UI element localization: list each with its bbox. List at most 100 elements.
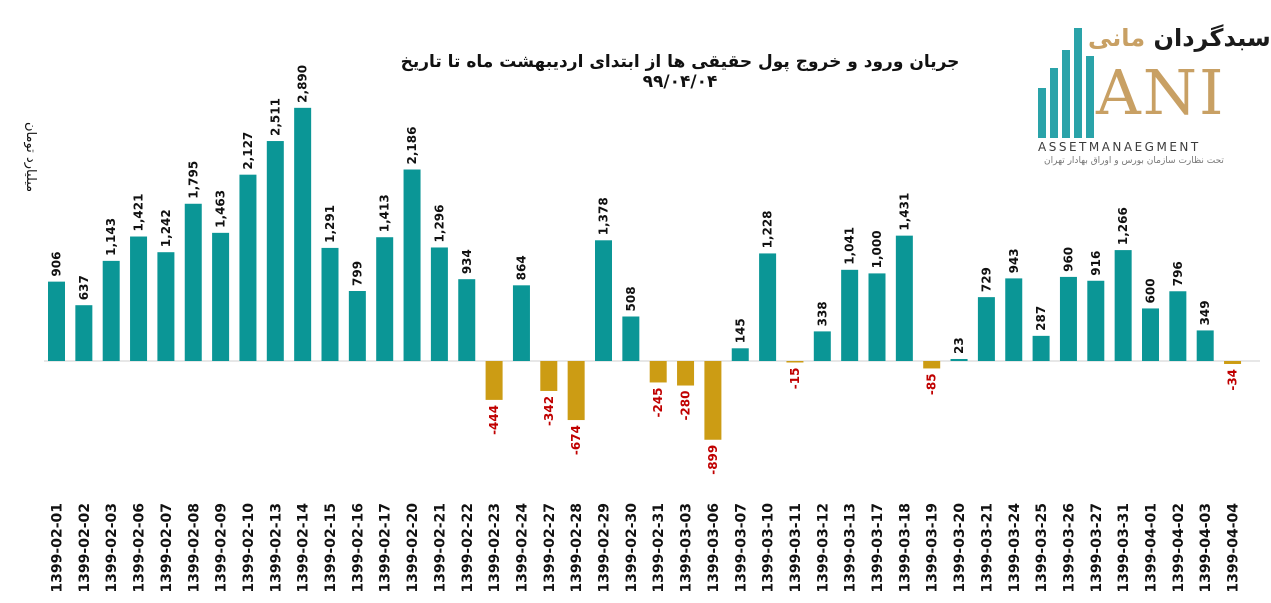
data-label-1399-04-04: -34	[1226, 369, 1240, 391]
data-label-1399-02-13: 2,511	[268, 98, 282, 136]
bar-1399-02-24	[512, 285, 530, 361]
x-tick-label-1399-02-02: 1399-02-02	[77, 503, 93, 593]
bar-1399-03-31	[1114, 250, 1132, 361]
data-label-1399-02-21: 1,296	[432, 205, 446, 243]
bar-1399-03-10	[759, 253, 777, 361]
bar-1399-02-02	[75, 305, 93, 361]
data-label-1399-02-20: 2,186	[405, 127, 419, 165]
bar-1399-04-04	[1224, 361, 1242, 364]
data-label-1399-02-30: 508	[624, 286, 638, 311]
x-tick-label-1399-02-28: 1399-02-28	[569, 503, 585, 593]
bar-1399-02-31	[649, 361, 667, 383]
company-logo: سبدگردان مانی ANI ASSETMANAEGMENT تحت نظ…	[1030, 18, 1271, 173]
data-label-1399-03-21: 729	[979, 267, 993, 292]
bar-1399-03-24	[1005, 278, 1023, 361]
data-label-1399-02-07: 1,242	[159, 209, 173, 247]
data-label-1399-02-08: 1,795	[186, 161, 200, 199]
x-tick-label-1399-03-20: 1399-03-20	[952, 503, 968, 593]
bar-1399-04-01	[1142, 308, 1159, 361]
x-tick-label-1399-04-03: 1399-04-03	[1198, 503, 1214, 593]
bar-1399-03-26	[1059, 276, 1077, 361]
x-tick-label-1399-03-10: 1399-03-10	[761, 503, 777, 593]
bar-1399-04-02	[1169, 291, 1187, 361]
x-tick-label-1399-02-31: 1399-02-31	[651, 503, 667, 593]
data-label-1399-02-15: 1,291	[323, 205, 337, 243]
logo-ani-text: ANI	[1096, 56, 1226, 129]
x-tick-label-1399-03-03: 1399-03-03	[679, 503, 695, 593]
bar-1399-02-27	[540, 361, 558, 391]
logo-bars-icon	[1038, 28, 1094, 138]
x-tick-label-1399-02-24: 1399-02-24	[514, 503, 530, 593]
bar-1399-03-06	[704, 361, 722, 440]
x-tick-label-1399-02-03: 1399-02-03	[104, 503, 120, 593]
x-tick-label-1399-03-24: 1399-03-24	[1007, 503, 1023, 593]
chart-title: جریان ورود و خروج پول حقیقی ها از ابتدای…	[400, 52, 960, 92]
x-tick-label-1399-03-27: 1399-03-27	[1089, 503, 1105, 593]
bar-1399-03-25	[1032, 335, 1050, 361]
x-tick-label-1399-03-11: 1399-03-11	[788, 503, 804, 593]
bar-1399-02-16	[348, 291, 366, 361]
logo-name-gold: مانی	[1088, 24, 1146, 52]
x-tick-label-1399-02-07: 1399-02-07	[159, 503, 175, 593]
data-label-1399-02-27: -342	[542, 396, 556, 426]
bar-1399-03-12	[813, 331, 831, 361]
logo-persian-name: سبدگردان مانی	[1088, 24, 1271, 52]
logo-persian-subtitle: تحت نظارت سازمان بورس و اوراق بهادار تهر…	[1044, 156, 1224, 166]
bar-1399-02-30	[622, 316, 640, 361]
x-tick-label-1399-03-25: 1399-03-25	[1034, 503, 1050, 593]
x-tick-label-1399-02-14: 1399-02-14	[296, 503, 312, 593]
data-label-1399-03-26: 960	[1061, 247, 1075, 272]
data-label-1399-03-17: 1,000	[870, 230, 884, 268]
bar-1399-04-03	[1196, 330, 1214, 361]
data-label-1399-03-11: -15	[788, 368, 802, 390]
x-tick-label-1399-04-02: 1399-04-02	[1171, 503, 1187, 593]
x-tick-label-1399-02-13: 1399-02-13	[268, 503, 284, 593]
bar-1399-02-08	[184, 203, 202, 361]
data-label-1399-02-09: 1,463	[214, 190, 228, 228]
data-label-1399-03-13: 1,041	[843, 227, 857, 265]
x-tick-label-1399-03-13: 1399-03-13	[843, 503, 859, 593]
data-label-1399-02-10: 2,127	[241, 132, 255, 170]
bar-1399-03-27	[1087, 280, 1105, 361]
bar-1399-02-20	[403, 169, 421, 361]
x-tick-label-1399-02-06: 1399-02-06	[132, 503, 148, 593]
bar-1399-02-09	[212, 232, 230, 361]
bar-1399-02-13	[266, 141, 284, 361]
data-label-1399-02-22: 934	[460, 249, 474, 274]
data-label-1399-02-03: 1,143	[104, 218, 118, 256]
bar-1399-02-28	[567, 361, 585, 421]
x-tick-label-1399-02-17: 1399-02-17	[378, 503, 394, 593]
data-label-1399-03-25: 287	[1034, 306, 1048, 331]
x-tick-label-1399-03-06: 1399-03-06	[706, 503, 722, 593]
data-label-1399-02-14: 2,890	[296, 65, 310, 103]
logo-english-subtitle: ASSETMANAEGMENT	[1038, 140, 1201, 154]
bar-1399-02-21	[430, 247, 448, 361]
x-tick-label-1399-04-01: 1399-04-01	[1144, 503, 1160, 593]
bar-1399-03-19	[923, 361, 941, 369]
data-label-1399-03-07: 145	[733, 318, 747, 343]
data-label-1399-03-03: -280	[679, 391, 693, 421]
bar-1399-02-23	[485, 361, 503, 400]
x-tick-label-1399-04-04: 1399-04-04	[1226, 503, 1242, 593]
bar-1399-03-17	[868, 273, 886, 361]
bar-1399-03-20	[950, 358, 968, 361]
data-label-1399-02-29: 1,378	[597, 197, 611, 235]
x-tick-label-1399-02-15: 1399-02-15	[323, 503, 339, 593]
x-tick-label-1399-03-07: 1399-03-07	[733, 503, 749, 593]
x-tick-label-1399-02-20: 1399-02-20	[405, 503, 421, 593]
x-tick-label-1399-02-30: 1399-02-30	[624, 503, 640, 593]
data-label-1399-03-18: 1,431	[897, 193, 911, 231]
data-label-1399-04-01: 600	[1144, 278, 1158, 303]
x-tick-label-1399-02-27: 1399-02-27	[542, 503, 558, 593]
y-axis-label: میلیارد تومان	[23, 121, 38, 192]
data-label-1399-03-19: -85	[925, 373, 939, 395]
x-tick-label-1399-03-26: 1399-03-26	[1061, 503, 1077, 593]
bar-1399-02-15	[321, 247, 339, 361]
x-tick-label-1399-02-09: 1399-02-09	[214, 503, 230, 593]
bar-1399-02-06	[130, 236, 148, 361]
x-tick-label-1399-02-16: 1399-02-16	[350, 503, 366, 593]
bar-1399-02-07	[157, 252, 175, 361]
bar-1399-03-18	[895, 235, 913, 361]
data-label-1399-02-01: 906	[50, 252, 64, 277]
